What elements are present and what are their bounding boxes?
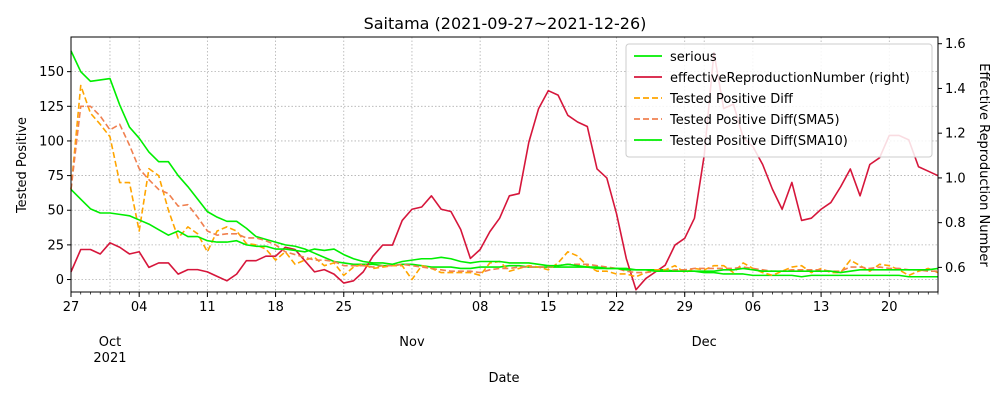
x-tick-label: 15 xyxy=(540,300,557,315)
plot-frame xyxy=(70,36,939,293)
y-tick-label: 125 xyxy=(39,100,64,115)
x-month-label: Oct xyxy=(99,335,121,350)
x-tick-label: 18 xyxy=(267,300,284,315)
y2-tick-label: 1.4 xyxy=(945,82,966,97)
x-tick-label: 11 xyxy=(199,300,216,315)
x-tick-label: 06 xyxy=(745,300,762,315)
y-tick-label: 0 xyxy=(56,273,64,288)
x-tick-label: 20 xyxy=(881,300,898,315)
x-month-label: 2021 xyxy=(93,351,126,366)
y2-axis-title: Effective Reproduction Number xyxy=(976,63,991,267)
legend-label-1: effectiveReproductionNumber (right) xyxy=(670,71,910,86)
x-tick-label: 27 xyxy=(63,300,80,315)
y-axis-title: Tested Positive xyxy=(15,117,30,214)
y-tick-label: 150 xyxy=(39,65,64,80)
y-tick-label: 100 xyxy=(39,134,64,149)
y2-tick-label: 1.2 xyxy=(945,127,966,142)
legend-label-0: serious xyxy=(670,50,717,65)
series-line-3 xyxy=(70,105,938,274)
y-tick-label: 50 xyxy=(47,204,64,219)
x-tick-label: 04 xyxy=(131,300,148,315)
legend-label-2: Tested Positive Diff xyxy=(669,92,794,107)
axes-layer: 0 25 50 75 100 125 150 0.6 0.8 1.0 1.2 1.4 1.6 27 04 11… xyxy=(39,36,966,366)
x-month-label: Dec xyxy=(692,335,717,350)
legend-label-3: Tested Positive Diff(SMA5) xyxy=(669,113,840,128)
legend-label-4: Tested Positive Diff(SMA10) xyxy=(669,134,848,149)
y2-tick-label: 1.0 xyxy=(945,171,966,186)
x-axis-title: Date xyxy=(488,371,519,386)
series-line-4 xyxy=(70,188,939,274)
x-tick-label: 13 xyxy=(813,300,830,315)
y-tick-label: 25 xyxy=(47,238,64,253)
y2-tick-label: 0.6 xyxy=(945,261,966,276)
y-tick-label: 75 xyxy=(47,169,64,184)
y2-tick-label: 1.6 xyxy=(945,37,966,52)
x-tick-label: 22 xyxy=(608,300,625,315)
y2-tick-label: 0.8 xyxy=(945,216,966,231)
x-tick-label: 29 xyxy=(676,300,693,315)
x-month-label: Nov xyxy=(399,335,425,350)
series-line-1 xyxy=(70,51,939,291)
x-tick-label: 25 xyxy=(335,300,352,315)
series-layer xyxy=(70,50,939,291)
chart-title: Saitama (2021-09-27~2021-12-26) xyxy=(364,14,647,33)
legend-box xyxy=(625,43,933,158)
x-tick-label: 08 xyxy=(472,300,489,315)
legend: serious effectiveReproductionNumber (righ… xyxy=(625,43,933,158)
